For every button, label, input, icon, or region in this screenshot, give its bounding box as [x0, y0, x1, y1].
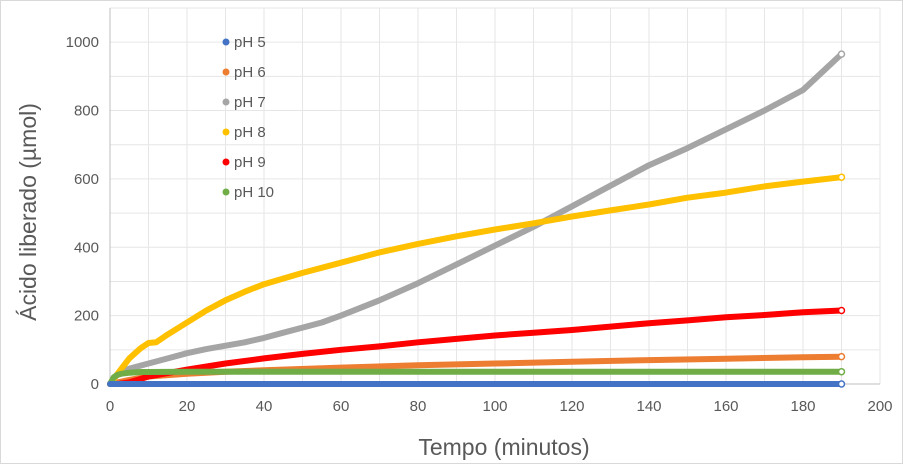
legend-marker-ph-6: [222, 68, 230, 76]
y-tick-label: 400: [74, 239, 99, 256]
series-ph-6-end-point: [837, 352, 846, 361]
legend-marker-ph-9: [222, 158, 230, 166]
y-tick-label: 1000: [66, 34, 99, 51]
x-tick-label: 160: [713, 398, 738, 415]
legend-item-ph-7: pH 7: [222, 94, 266, 111]
series-ph-8-end-point: [837, 173, 846, 181]
series-ph-9-end-point: [837, 306, 846, 315]
y-tick-label: 600: [74, 171, 99, 188]
legend-label-ph-5: pH 5: [234, 34, 266, 51]
legend-marker-ph-7: [222, 98, 230, 106]
legend-item-ph-10: pH 10: [222, 184, 274, 201]
y-tick-label: 200: [74, 308, 99, 325]
series-ph-5-end-point: [837, 380, 846, 388]
y-tick-label: 0: [91, 376, 99, 393]
x-tick-label: 120: [559, 398, 584, 415]
legend-label-ph-8: pH 8: [234, 124, 266, 141]
legend: pH 5 pH 6 pH 7 pH 8 pH 9 pH 10: [222, 34, 274, 201]
x-tick-label: 0: [106, 398, 114, 415]
legend-item-ph-6: pH 6: [222, 64, 266, 81]
x-tick-label: 100: [482, 398, 507, 415]
legend-label-ph-10: pH 10: [234, 184, 274, 201]
x-tick-label: 40: [256, 398, 273, 415]
x-tick-labels: 0 20 40 60 80 100 120 140 160 180 200: [106, 398, 893, 415]
series-ph-9-line: [107, 307, 845, 387]
legend-marker-ph-5: [222, 38, 230, 46]
y-tick-label: 800: [74, 103, 99, 120]
series-ph-10-end-point: [837, 367, 846, 376]
legend-label-ph-9: pH 9: [234, 154, 266, 171]
y-axis-title: Ácido liberado (µmol): [15, 103, 41, 321]
x-tick-label: 180: [790, 398, 815, 415]
legend-label-ph-6: pH 6: [234, 64, 266, 81]
y-tick-labels: 0 200 400 600 800 1000: [66, 34, 99, 393]
series-ph-8-line: [107, 174, 845, 387]
x-tick-label: 200: [867, 398, 892, 415]
series-layer: [107, 50, 846, 388]
legend-item-ph-8: pH 8: [222, 124, 266, 141]
legend-marker-ph-8: [222, 128, 230, 136]
x-tick-label: 80: [410, 398, 427, 415]
series-ph-10-line: [107, 368, 845, 387]
x-tick-label: 60: [333, 398, 350, 415]
gridlines: [110, 7, 881, 384]
legend-item-ph-9: pH 9: [222, 154, 266, 171]
legend-item-ph-5: pH 5: [222, 34, 266, 51]
legend-label-ph-7: pH 7: [234, 94, 266, 111]
x-tick-label: 20: [179, 398, 196, 415]
x-axis-title: Tempo (minutos): [418, 434, 589, 460]
legend-marker-ph-10: [222, 188, 230, 196]
x-tick-label: 140: [636, 398, 661, 415]
series-ph-7-end-point: [837, 50, 846, 58]
series-ph-7-line: [107, 51, 845, 387]
